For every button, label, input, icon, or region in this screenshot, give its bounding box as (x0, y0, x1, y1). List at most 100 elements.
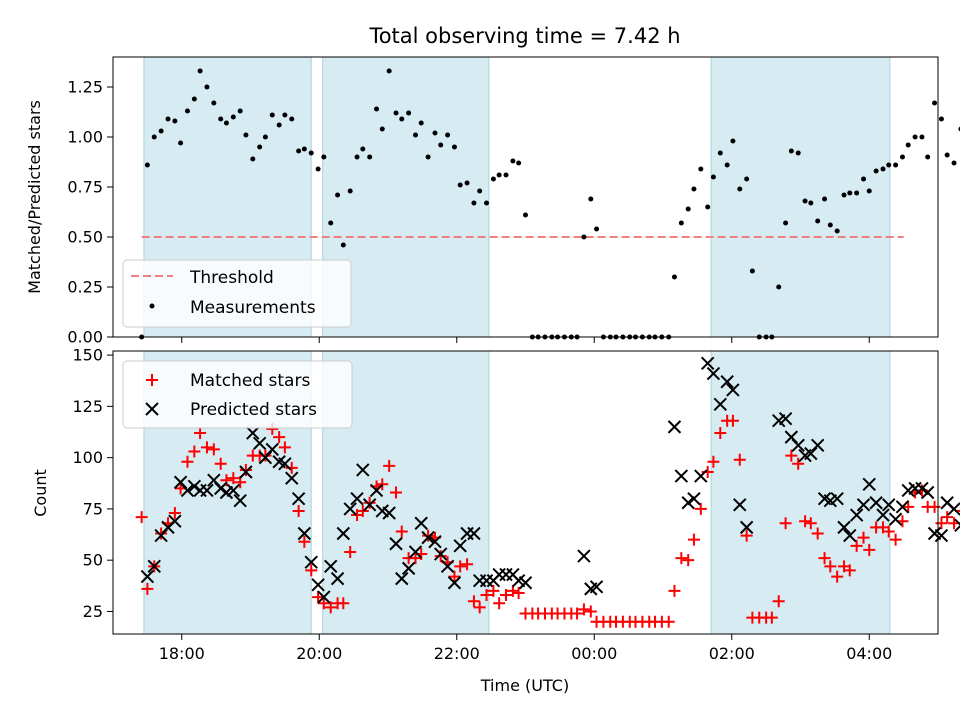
predicted-point-91 (882, 498, 896, 512)
measurement-point-89 (717, 150, 723, 156)
predicted-point-66 (694, 469, 708, 483)
top-ytick-label-5: 1.25 (67, 78, 103, 97)
measurement-point-45 (432, 130, 438, 136)
measurement-point-109 (847, 190, 853, 196)
legend-measurements-label: Measurements (190, 298, 316, 318)
matched-point-31 (337, 597, 350, 610)
matched-point-58 (512, 586, 525, 599)
matched-point-5 (168, 507, 181, 520)
matched-point-29 (324, 601, 337, 614)
measurement-point-34 (360, 146, 366, 152)
measurement-point-120 (919, 134, 925, 140)
measurement-point-82 (671, 274, 677, 280)
measurement-point-32 (347, 188, 353, 194)
matched-point-46 (434, 550, 447, 563)
predicted-point-28 (324, 559, 338, 574)
matched-point-122 (928, 500, 941, 513)
matched-point-105 (818, 552, 831, 565)
matched-point-89 (714, 427, 727, 440)
matched-point-91 (726, 414, 739, 427)
measurement-point-92 (737, 186, 743, 192)
predicted-point-70 (720, 375, 734, 389)
measurement-point-99 (783, 220, 789, 226)
measurement-point-105 (822, 196, 828, 202)
measurement-point-21 (276, 122, 282, 128)
measurement-point-85 (691, 186, 697, 192)
matched-point-9 (194, 427, 207, 440)
measurement-point-117 (899, 154, 905, 160)
predicted-point-47 (447, 576, 462, 590)
measurement-point-125 (951, 160, 957, 166)
bottom-xtick-label-3: 00:00 (571, 644, 617, 663)
measurement-point-22 (282, 112, 288, 118)
bottom-xtick-label-5: 04:00 (846, 644, 892, 663)
matched-point-51 (467, 595, 480, 608)
matched-point-7 (181, 455, 194, 468)
predicted-point-72 (733, 498, 747, 512)
matched-point-34 (356, 504, 369, 517)
predicted-point-102 (954, 518, 960, 533)
measurement-point-108 (841, 192, 847, 198)
legend-threshold-label: Threshold (189, 268, 274, 288)
bottom-x-ticks: 18:00 20:00 22:00 00:00 02:00 04:00 (159, 634, 892, 663)
predicted-point-86 (849, 508, 864, 522)
measurement-point-40 (399, 116, 405, 122)
measurement-point-24 (296, 148, 302, 154)
matched-point-107 (831, 570, 844, 583)
measurement-point-8 (191, 96, 197, 102)
predicted-point-19 (265, 442, 279, 457)
measurement-point-124 (944, 152, 950, 158)
predicted-point-62 (667, 420, 682, 434)
chart-title: Total observing time = 7.42 h (368, 24, 680, 48)
measurement-point-11 (211, 100, 217, 106)
matched-point-19 (259, 449, 272, 462)
top-shaded-intervals (143, 56, 891, 338)
measurement-point-68 (581, 234, 587, 240)
measurement-point-20 (269, 112, 275, 118)
measurement-point-112 (866, 188, 872, 194)
measurement-point-50 (464, 180, 470, 186)
measurement-point-100 (788, 148, 794, 154)
measurement-point-103 (808, 200, 814, 206)
measurement-point-114 (880, 166, 886, 172)
bottom-y-axis-label: Count (31, 469, 50, 517)
measurement-point-31 (340, 242, 346, 248)
measurement-point-2 (151, 134, 157, 140)
predicted-point-0 (140, 569, 155, 584)
matched-point-8 (188, 445, 201, 458)
measurement-point-119 (912, 134, 918, 140)
measurement-point-123 (938, 116, 944, 122)
measurement-point-10 (204, 84, 210, 90)
matched-point-56 (500, 589, 513, 602)
predicted-point-96 (915, 481, 929, 496)
bottom-axes-frame (112, 350, 939, 635)
measurement-point-104 (815, 218, 821, 224)
measurement-point-51 (471, 200, 477, 206)
matched-point-84 (682, 554, 695, 567)
predicted-point-68 (706, 366, 721, 381)
top-ytick-label-0: 0.00 (67, 328, 103, 347)
matched-point-97 (765, 611, 778, 624)
predicted-point-75 (778, 411, 793, 426)
measurement-point-30 (335, 192, 341, 198)
predicted-point-97 (920, 485, 935, 500)
bottom-ytick-label-5: 150 (72, 346, 103, 365)
predicted-point-67 (700, 356, 715, 371)
measurement-point-122 (932, 100, 938, 106)
predicted-point-73 (739, 520, 754, 535)
predicted-point-71 (726, 383, 740, 397)
matched-point-103 (804, 517, 817, 530)
measurement-point-113 (873, 168, 879, 174)
measurement-point-88 (710, 174, 716, 180)
top-x-ticks (181, 337, 870, 343)
predicted-point-21 (278, 457, 292, 471)
predicted-point-30 (336, 526, 351, 541)
matched-point-104 (811, 527, 824, 540)
matched-point-115 (882, 525, 895, 538)
matched-point-32 (344, 545, 357, 558)
matched-point-52 (473, 601, 486, 614)
predicted-point-13 (226, 483, 241, 498)
predicted-point-85 (843, 528, 857, 543)
matched-point-102 (799, 515, 812, 528)
matched-point-14 (227, 472, 240, 485)
